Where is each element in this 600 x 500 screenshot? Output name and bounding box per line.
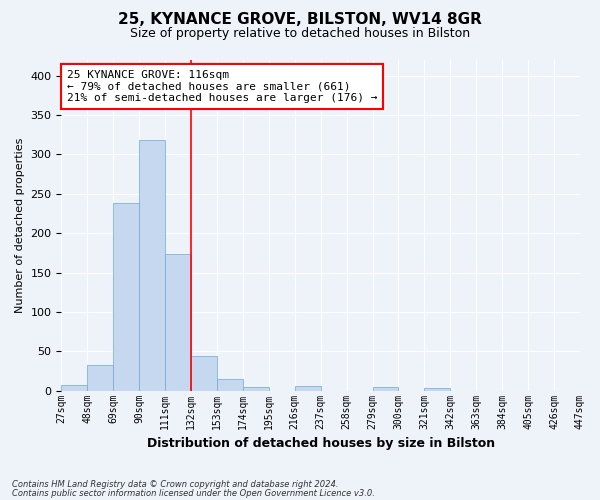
Bar <box>373 388 398 390</box>
Text: 25 KYNANCE GROVE: 116sqm
← 79% of detached houses are smaller (661)
21% of semi-: 25 KYNANCE GROVE: 116sqm ← 79% of detach… <box>67 70 377 103</box>
Bar <box>191 356 217 390</box>
Bar <box>139 140 165 390</box>
Y-axis label: Number of detached properties: Number of detached properties <box>15 138 25 313</box>
Bar <box>295 386 321 390</box>
Text: Contains public sector information licensed under the Open Government Licence v3: Contains public sector information licen… <box>12 489 375 498</box>
Bar <box>165 254 191 390</box>
Bar <box>88 366 113 390</box>
Bar <box>243 386 269 390</box>
Text: Contains HM Land Registry data © Crown copyright and database right 2024.: Contains HM Land Registry data © Crown c… <box>12 480 338 489</box>
Text: 25, KYNANCE GROVE, BILSTON, WV14 8GR: 25, KYNANCE GROVE, BILSTON, WV14 8GR <box>118 12 482 28</box>
Bar <box>424 388 451 390</box>
Bar <box>61 385 88 390</box>
X-axis label: Distribution of detached houses by size in Bilston: Distribution of detached houses by size … <box>146 437 495 450</box>
Text: Size of property relative to detached houses in Bilston: Size of property relative to detached ho… <box>130 28 470 40</box>
Bar <box>217 379 243 390</box>
Bar <box>113 204 139 390</box>
